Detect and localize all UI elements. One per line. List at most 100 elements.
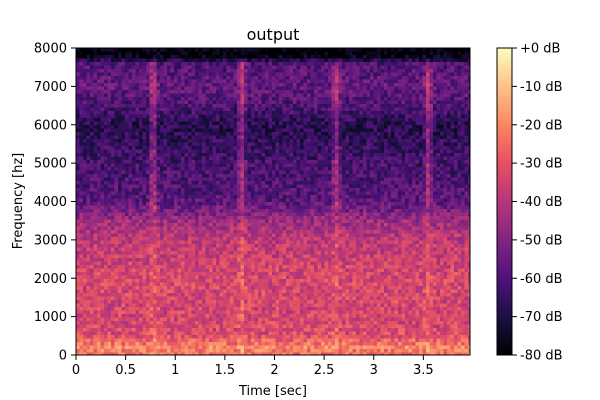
heatmap-cell — [160, 209, 164, 213]
heatmap-cell — [265, 48, 269, 52]
heatmap-cell — [135, 139, 140, 143]
heatmap-cell — [233, 275, 238, 280]
heatmap-cell — [202, 202, 206, 206]
heatmap-cell — [216, 100, 220, 105]
heatmap-cell — [254, 286, 259, 290]
heatmap-cell — [97, 118, 101, 122]
heatmap-cell — [104, 76, 108, 80]
heatmap-cell — [160, 118, 164, 122]
heatmap-cell — [240, 321, 245, 325]
heatmap-cell — [149, 111, 154, 115]
heatmap-cell — [83, 121, 87, 126]
heatmap-cell — [139, 286, 143, 290]
heatmap-cell — [268, 331, 273, 336]
heatmap-cell — [261, 233, 266, 238]
heatmap-cell — [205, 310, 210, 315]
heatmap-cell — [125, 100, 129, 105]
heatmap-cell — [268, 254, 273, 259]
heatmap-cell — [163, 331, 168, 336]
heatmap-cell — [170, 314, 175, 318]
heatmap-cell — [146, 167, 150, 171]
heatmap-cell — [153, 247, 157, 252]
heatmap-cell — [149, 83, 154, 87]
heatmap-cell — [268, 121, 273, 126]
heatmap-cell — [111, 237, 115, 241]
heatmap-cell — [121, 303, 126, 308]
heatmap-cell — [184, 282, 189, 287]
heatmap-cell — [100, 128, 105, 133]
heatmap-cell — [212, 328, 217, 332]
heatmap-cell — [118, 212, 122, 217]
heatmap-cell — [240, 153, 245, 157]
heatmap-cell — [244, 254, 248, 259]
heatmap-cell — [265, 195, 269, 199]
heatmap-cell — [272, 163, 276, 168]
heatmap-cell — [258, 104, 262, 108]
heatmap-cell — [209, 132, 213, 136]
heatmap-cell — [135, 317, 140, 322]
heatmap-cell — [230, 237, 234, 241]
heatmap-cell — [205, 345, 210, 350]
heatmap-cell — [135, 279, 140, 283]
heatmap-cell — [146, 258, 150, 262]
heatmap-cell — [153, 191, 157, 196]
heatmap-cell — [156, 282, 161, 287]
heatmap-cell — [177, 202, 182, 206]
heatmap-cell — [188, 352, 192, 355]
heatmap-cell — [163, 160, 168, 164]
heatmap-cell — [223, 317, 227, 322]
heatmap-cell — [121, 265, 126, 269]
heatmap-cell — [86, 237, 91, 241]
heatmap-cell — [230, 100, 234, 105]
heatmap-cell — [90, 216, 94, 220]
heatmap-cell — [121, 184, 126, 189]
heatmap-cell — [76, 135, 80, 140]
heatmap-cell — [261, 65, 266, 70]
heatmap-cell — [191, 331, 196, 336]
heatmap-cell — [160, 296, 164, 301]
heatmap-cell — [156, 212, 161, 217]
heatmap-cell — [272, 90, 276, 94]
heatmap-cell — [104, 58, 108, 63]
heatmap-cell — [107, 212, 112, 217]
heatmap-cell — [198, 132, 203, 136]
heatmap-cell — [153, 111, 157, 115]
heatmap-cell — [118, 328, 122, 332]
heatmap-cell — [153, 314, 157, 318]
heatmap-cell — [135, 146, 140, 150]
heatmap-cell — [93, 317, 98, 322]
heatmap-cell — [114, 307, 119, 311]
heatmap-cell — [177, 212, 182, 217]
heatmap-cell — [240, 128, 245, 133]
heatmap-cell — [100, 345, 105, 350]
heatmap-cell — [216, 107, 220, 112]
heatmap-cell — [121, 121, 126, 126]
heatmap-cell — [223, 121, 227, 126]
heatmap-cell — [125, 251, 129, 255]
heatmap-cell — [254, 338, 259, 343]
heatmap-cell — [163, 254, 168, 259]
heatmap-cell — [195, 205, 199, 210]
heatmap-cell — [181, 342, 185, 346]
heatmap-cell — [97, 121, 101, 126]
heatmap-cell — [181, 205, 185, 210]
heatmap-cell — [188, 258, 192, 262]
heatmap-cell — [156, 226, 161, 231]
heatmap-cell — [132, 58, 136, 63]
heatmap-cell — [135, 107, 140, 112]
heatmap-cell — [111, 338, 115, 343]
heatmap-cell — [202, 268, 206, 273]
heatmap-cell — [251, 163, 255, 168]
heatmap-cell — [132, 307, 136, 311]
heatmap-cell — [153, 65, 157, 70]
heatmap-cell — [83, 233, 87, 238]
heatmap-cell — [76, 104, 80, 108]
heatmap-cell — [121, 317, 126, 322]
heatmap-cell — [149, 104, 154, 108]
heatmap-cell — [209, 261, 213, 266]
heatmap-cell — [132, 251, 136, 255]
heatmap-cell — [230, 191, 234, 196]
heatmap-cell — [202, 282, 206, 287]
heatmap-cell — [93, 244, 98, 248]
heatmap-cell — [86, 55, 91, 59]
